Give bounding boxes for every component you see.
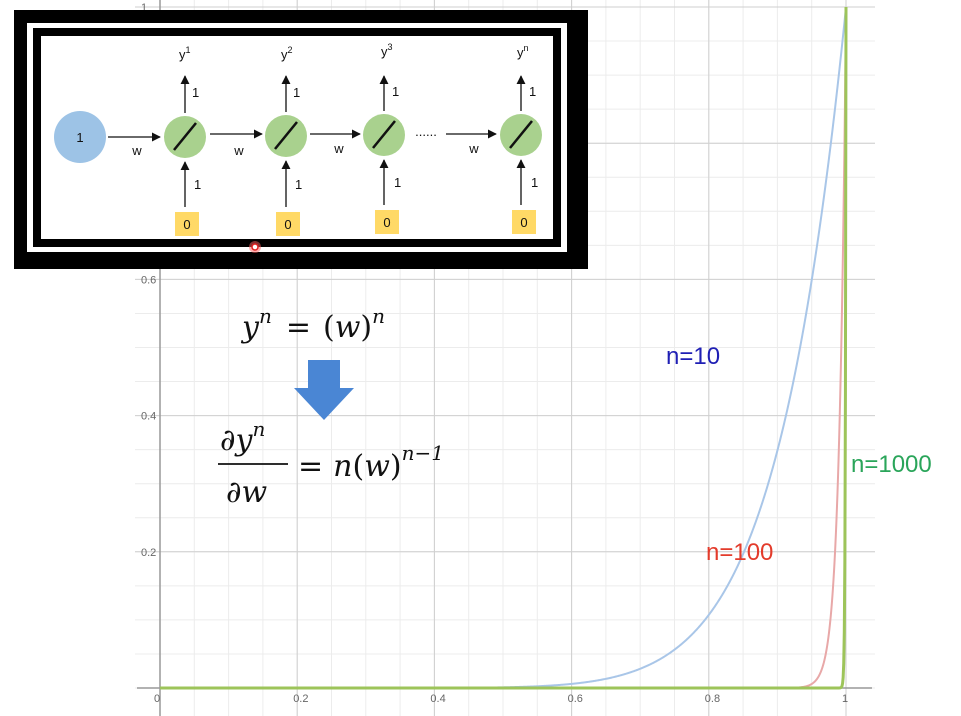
series-line-n=1000 [159,6,848,690]
svg-text:∂w: ∂w [226,475,268,510]
output-weight-n: 1 [529,84,536,99]
neuron-2 [265,75,307,207]
weight-label-4: w [468,141,479,156]
zero-label-2: 0 [284,217,291,232]
neuron-1 [164,75,206,207]
output-label-1: y1 [179,45,191,62]
output-weight-3: 1 [392,84,399,99]
x-tick-label: 0.2 [293,693,308,705]
output-label-n: yn [517,43,529,60]
output-label-2: y2 [281,45,293,62]
series-label-n10: n=10 [666,343,720,370]
formula-derivative: ∂yn ∂w = n(w)n−1 [218,417,444,510]
weight-label-1: w [131,143,142,158]
bias-weight-3: 1 [394,175,401,190]
zero-box-1 [175,212,199,236]
y-tick-label: 1 [141,2,147,14]
chart-curves [159,6,848,690]
x-tick-label: 1 [842,693,848,705]
bias-weight-n: 1 [531,175,538,190]
neuron-3 [363,75,405,205]
x-tick-label: 0.8 [705,693,720,705]
bias-weight-2: 1 [295,177,302,192]
bias-weight-1: 1 [194,177,201,192]
output-weight-2: 1 [293,85,300,100]
svg-text:=n(w)n−1: = n(w)n−1 [298,441,444,484]
series-label-n1000: n=1000 [851,451,932,478]
x-tick-label: 0.6 [568,693,583,705]
zero-label-3: 0 [383,215,390,230]
neuron-n [500,75,542,205]
zero-label-1: 0 [183,217,190,232]
laser-pointer-core [251,243,259,251]
y-tick-label: 0.2 [141,547,156,559]
y-tick-label: 0.4 [141,411,156,423]
down-arrow [294,360,354,420]
y-tick-label: 0.6 [141,274,156,286]
input-node-label: 1 [76,130,83,145]
x-tick-label: 0 [154,693,160,705]
input-node [54,111,106,163]
network-diagram: 1 w w w ...... w y1 1 1 0 y2 1 1 [14,10,588,269]
output-weight-1: 1 [192,85,199,100]
svg-text:∂yn: ∂yn [220,417,265,458]
weight-label-2: w [233,143,244,158]
zero-label-n: 0 [520,215,527,230]
svg-text:yn=(w)n: yn = (w)n [240,304,385,345]
formula-output: yn = (w)n [240,304,385,345]
ellipsis: ...... [415,124,437,139]
output-label-3: y3 [381,42,393,59]
x-tick-label: 0.4 [430,693,445,705]
zero-box-3 [375,210,399,234]
zero-box-n [512,210,536,234]
weight-label-3: w [333,141,344,156]
series-label-n100: n=100 [706,539,773,566]
zero-box-2 [276,212,300,236]
